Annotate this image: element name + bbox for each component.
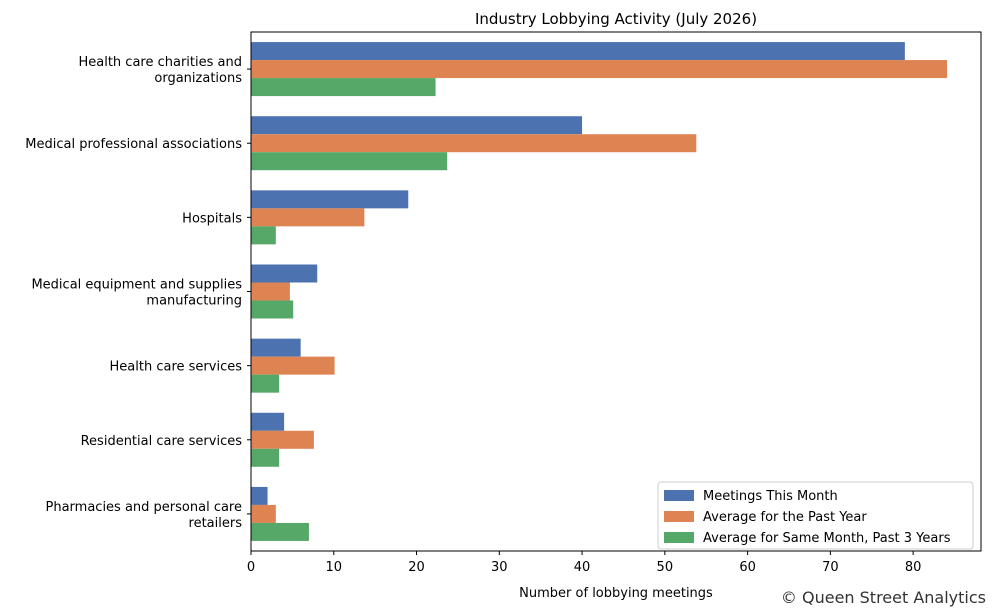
bar-4-series-1 bbox=[251, 264, 318, 283]
y-tick-label: Medical equipment and supplies manufactur… bbox=[31, 278, 242, 309]
x-tick-label: 0 bbox=[247, 560, 255, 575]
x-tick-label: 40 bbox=[574, 560, 591, 575]
x-tick-label: 70 bbox=[822, 560, 839, 575]
legend-frame bbox=[657, 481, 974, 550]
bar-7-series-1 bbox=[251, 486, 268, 505]
bar-5-series-3 bbox=[251, 374, 280, 393]
bar-3-series-2 bbox=[251, 208, 365, 227]
bar-7-series-3 bbox=[251, 522, 309, 541]
bar-6-series-2 bbox=[251, 430, 314, 449]
x-tick-label: 20 bbox=[408, 560, 425, 575]
legend-label-3: Average for Same Month, Past 3 Years bbox=[703, 531, 951, 546]
y-tick-label: Health care services bbox=[110, 360, 243, 375]
y-tick-label: Residential care services bbox=[81, 434, 243, 449]
y-tick-label: Hospitals bbox=[182, 211, 242, 226]
bar-2-series-2 bbox=[251, 134, 697, 153]
x-tick-label: 80 bbox=[905, 560, 922, 575]
y-tick-label: Medical professional associations bbox=[25, 137, 242, 152]
legend-swatch-1 bbox=[664, 490, 694, 501]
x-axis-ticks: 0 10 20 30 40 50 60 70 80 bbox=[247, 551, 922, 575]
y-tick-label: Health care charities and organizations bbox=[78, 55, 242, 86]
x-tick-label: 60 bbox=[739, 560, 756, 575]
bar-1-series-2 bbox=[251, 60, 948, 79]
copyright-credit: © Queen Street Analytics bbox=[781, 588, 986, 607]
bar-4-series-3 bbox=[251, 300, 294, 319]
bar-6-series-3 bbox=[251, 448, 280, 467]
plot-frame bbox=[250, 31, 982, 552]
x-tick-label: 30 bbox=[491, 560, 508, 575]
legend-label-1: Meetings This Month bbox=[703, 489, 838, 504]
legend-swatch-2 bbox=[664, 511, 694, 522]
bar-7-series-2 bbox=[251, 504, 276, 523]
chart-title: Industry Lobbying Activity (July 2026) bbox=[475, 10, 757, 28]
bar-1-series-3 bbox=[251, 78, 436, 97]
bar-2-series-3 bbox=[251, 152, 448, 171]
x-tick-label: 50 bbox=[657, 560, 674, 575]
x-axis-label: Number of lobbying meetings bbox=[519, 586, 713, 601]
bar-1-series-1 bbox=[251, 42, 905, 61]
bar-3-series-3 bbox=[251, 226, 276, 245]
bar-6-series-1 bbox=[251, 412, 285, 431]
bar-5-series-2 bbox=[251, 356, 335, 375]
bar-4-series-2 bbox=[251, 282, 290, 301]
legend-label-2: Average for the Past Year bbox=[703, 510, 867, 525]
bar-3-series-1 bbox=[251, 190, 409, 209]
y-axis-ticks: Health care charities and organizations Me… bbox=[25, 55, 251, 531]
bar-5-series-1 bbox=[251, 338, 301, 357]
legend: Meetings This Month Average for the Past … bbox=[657, 481, 974, 550]
bar-group bbox=[251, 42, 948, 541]
bar-2-series-1 bbox=[251, 116, 583, 135]
legend-swatch-3 bbox=[664, 532, 694, 543]
y-tick-label: Pharmacies and personal care retailers bbox=[46, 500, 243, 531]
x-tick-label: 10 bbox=[325, 560, 342, 575]
